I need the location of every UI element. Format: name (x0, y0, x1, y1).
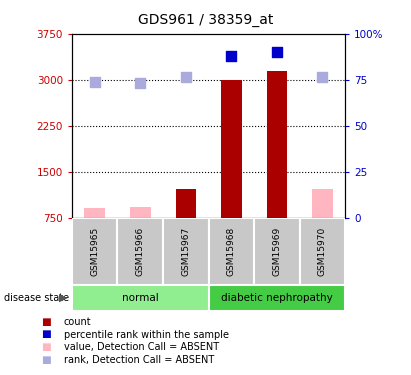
Text: value, Detection Call = ABSENT: value, Detection Call = ABSENT (64, 342, 219, 352)
Bar (312, 189, 333, 218)
Bar (175, 189, 196, 218)
Bar (130, 207, 150, 218)
Text: ▶: ▶ (60, 293, 68, 303)
Text: GSM15970: GSM15970 (318, 226, 327, 276)
Text: ■: ■ (41, 355, 51, 365)
Point (91, 79, 98, 85)
Text: GSM15969: GSM15969 (272, 226, 282, 276)
Text: diabetic nephropathy: diabetic nephropathy (221, 293, 333, 303)
Text: GSM15965: GSM15965 (90, 226, 99, 276)
Bar (163, 217, 209, 285)
Point (319, 74, 326, 80)
Bar (254, 217, 300, 285)
Bar (221, 80, 242, 218)
Text: ■: ■ (41, 317, 51, 327)
Bar (72, 285, 209, 311)
Text: percentile rank within the sample: percentile rank within the sample (64, 330, 229, 339)
Point (274, 49, 280, 55)
Text: ■: ■ (41, 342, 51, 352)
Bar (84, 209, 105, 218)
Text: count: count (64, 317, 91, 327)
Point (182, 74, 189, 80)
Point (228, 53, 235, 59)
Bar (209, 285, 345, 311)
Text: disease state: disease state (4, 293, 69, 303)
Text: GDS961 / 38359_at: GDS961 / 38359_at (138, 13, 273, 27)
Text: ■: ■ (41, 330, 51, 339)
Text: GSM15968: GSM15968 (227, 226, 236, 276)
Text: normal: normal (122, 293, 159, 303)
Bar (72, 217, 118, 285)
Point (137, 80, 143, 86)
Bar (267, 70, 287, 217)
Bar (118, 217, 163, 285)
Bar (300, 217, 345, 285)
Text: rank, Detection Call = ABSENT: rank, Detection Call = ABSENT (64, 355, 214, 365)
Text: GSM15967: GSM15967 (181, 226, 190, 276)
Bar (209, 217, 254, 285)
Text: GSM15966: GSM15966 (136, 226, 145, 276)
